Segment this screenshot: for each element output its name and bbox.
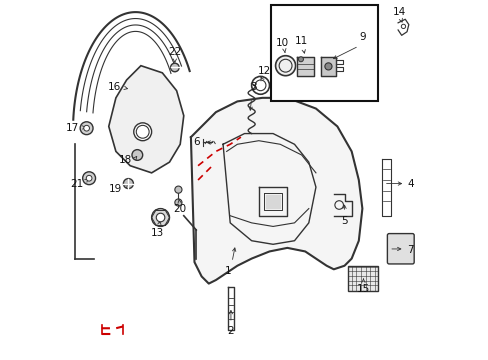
Circle shape <box>275 56 295 76</box>
Circle shape <box>298 57 303 62</box>
Text: 21: 21 <box>70 179 83 189</box>
Text: 16: 16 <box>108 82 121 92</box>
Text: 13: 13 <box>150 228 163 238</box>
Polygon shape <box>265 195 280 208</box>
Circle shape <box>83 125 89 131</box>
Circle shape <box>123 179 133 189</box>
Text: 18: 18 <box>119 156 132 165</box>
Text: 17: 17 <box>66 123 80 133</box>
Circle shape <box>151 208 169 226</box>
Text: 14: 14 <box>392 8 406 18</box>
Text: 10: 10 <box>275 38 288 48</box>
Circle shape <box>156 213 164 222</box>
Text: 15: 15 <box>356 284 369 294</box>
Bar <box>271 5 378 102</box>
Polygon shape <box>321 57 335 76</box>
Circle shape <box>134 123 151 141</box>
Text: 19: 19 <box>109 184 122 194</box>
Circle shape <box>86 175 92 181</box>
Bar <box>347 266 378 291</box>
Circle shape <box>175 199 182 206</box>
Text: 9: 9 <box>358 32 365 42</box>
Circle shape <box>82 172 95 185</box>
Circle shape <box>170 63 179 72</box>
Circle shape <box>324 63 331 70</box>
Text: 4: 4 <box>406 179 413 189</box>
Circle shape <box>80 122 93 135</box>
Text: 12: 12 <box>257 66 270 76</box>
Text: 2: 2 <box>227 327 234 337</box>
Text: 1: 1 <box>224 266 231 276</box>
Text: 5: 5 <box>341 216 347 226</box>
Text: 11: 11 <box>294 36 307 46</box>
FancyBboxPatch shape <box>386 234 413 264</box>
Text: 3: 3 <box>249 82 256 93</box>
Text: 6: 6 <box>193 138 200 148</box>
Text: 7: 7 <box>406 245 413 255</box>
Text: 22: 22 <box>168 48 181 58</box>
Circle shape <box>175 186 182 193</box>
Text: 20: 20 <box>173 204 186 214</box>
Circle shape <box>132 150 142 160</box>
Text: 8: 8 <box>317 6 324 16</box>
Polygon shape <box>190 98 362 284</box>
Polygon shape <box>297 57 313 76</box>
Polygon shape <box>108 66 183 173</box>
